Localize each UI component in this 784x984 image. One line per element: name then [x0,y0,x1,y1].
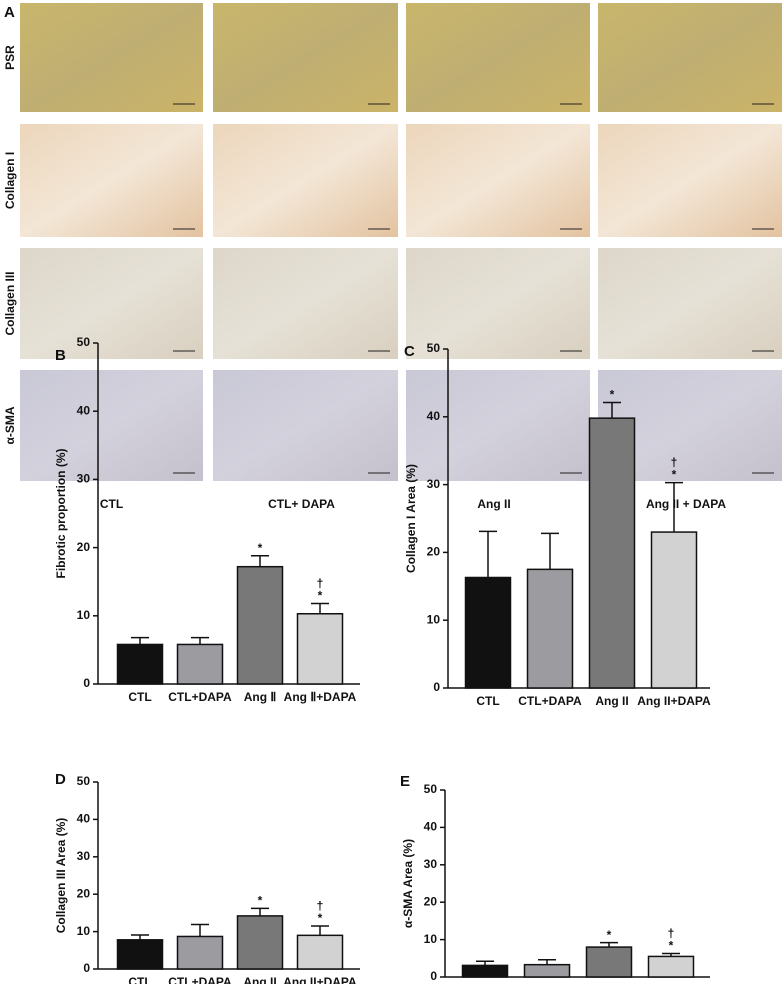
micrograph [213,248,398,359]
x-tick-label: CTL [128,690,151,704]
x-tick-label: CTL+DAPA [168,690,232,704]
x-tick-label: Ang II [595,694,628,708]
y-axis-title: Collagen I Area (%) [404,464,418,573]
micrograph [20,370,203,481]
column-label: CTL [100,497,123,511]
micrograph [406,124,590,237]
y-tick-label: 10 [77,608,91,622]
micrograph [598,124,782,237]
panel-label: A [4,4,15,21]
row-label: α-SMA [3,406,17,444]
y-tick-label: 40 [77,812,91,826]
micrograph [213,3,398,112]
panel-label: B [55,347,66,364]
significance-mark: † [668,927,675,941]
y-tick-label: 10 [424,932,438,946]
column-label: CTL+ DAPA [268,497,335,511]
bar [647,955,695,978]
bar [464,576,512,689]
column-label: Ang II + DAPA [646,497,726,511]
bar [523,963,571,978]
y-axis-title: Fibrotic proportion (%) [54,449,68,579]
bar [526,568,574,689]
bar [650,531,698,689]
y-tick-label: 0 [430,969,437,983]
significance-mark: * [318,589,323,603]
y-axis-title: Collagen III Area (%) [54,818,68,934]
micrograph [406,3,590,112]
bar [116,643,164,685]
y-tick-label: 20 [77,886,91,900]
y-tick-label: 50 [77,774,91,788]
y-tick-label: 30 [77,849,91,863]
y-tick-label: 50 [77,335,91,349]
y-tick-label: 40 [424,820,438,834]
bar [461,964,509,978]
y-tick-label: 30 [77,472,91,486]
x-tick-label: CTL [476,694,499,708]
panel-label: D [55,771,66,788]
bar [236,565,284,685]
y-tick-label: 30 [424,857,438,871]
significance-mark: * [607,928,612,942]
micrograph [213,370,398,481]
y-tick-label: 20 [424,894,438,908]
significance-mark: * [610,388,615,402]
y-tick-label: 40 [427,409,441,423]
y-tick-label: 10 [77,924,91,938]
y-tick-label: 50 [424,782,438,796]
significance-mark: † [317,899,324,913]
x-tick-label: Ang II [243,975,276,984]
significance-mark: † [317,577,324,591]
row-label: Collagen I [3,152,17,209]
bar [176,935,224,970]
micrograph [20,3,203,112]
micrograph [406,248,590,359]
significance-mark: * [672,468,677,482]
micrograph [213,124,398,237]
x-tick-label: CTL [128,975,151,984]
row-label: Collagen III [3,271,17,335]
y-tick-label: 0 [433,680,440,694]
y-tick-label: 20 [77,540,91,554]
significance-mark: * [669,939,674,953]
column-label: Ang II [477,497,510,511]
y-tick-label: 0 [83,676,90,690]
significance-mark: † [671,456,678,470]
y-tick-label: 50 [427,341,441,355]
micrograph [598,248,782,359]
panel-label: E [400,773,410,790]
x-tick-label: CTL+DAPA [518,694,582,708]
micrograph [406,370,590,481]
micrograph [20,124,203,237]
x-tick-label: Ang II+DAPA [283,975,357,984]
bar [176,643,224,685]
x-tick-label: Ang II+DAPA [637,694,711,708]
y-tick-label: 30 [427,477,441,491]
bar [236,915,284,970]
bar [588,417,636,689]
bar [116,939,164,970]
bar [585,946,633,978]
y-axis-title: α-SMA Area (%) [401,839,415,928]
x-tick-label: CTL+DAPA [168,975,232,984]
x-tick-label: Ang Ⅱ [244,690,277,704]
panel-label: C [404,343,415,360]
significance-mark: * [258,894,263,908]
y-tick-label: 10 [427,612,441,626]
y-tick-label: 40 [77,403,91,417]
row-label: PSR [3,45,17,70]
micrograph [598,3,782,112]
significance-mark: * [258,541,263,555]
bar [296,934,344,970]
x-tick-label: Ang Ⅱ+DAPA [284,690,357,704]
y-tick-label: 20 [427,545,441,559]
significance-mark: * [318,911,323,925]
y-tick-label: 0 [83,961,90,975]
micrograph [20,248,203,359]
bar [296,613,344,685]
